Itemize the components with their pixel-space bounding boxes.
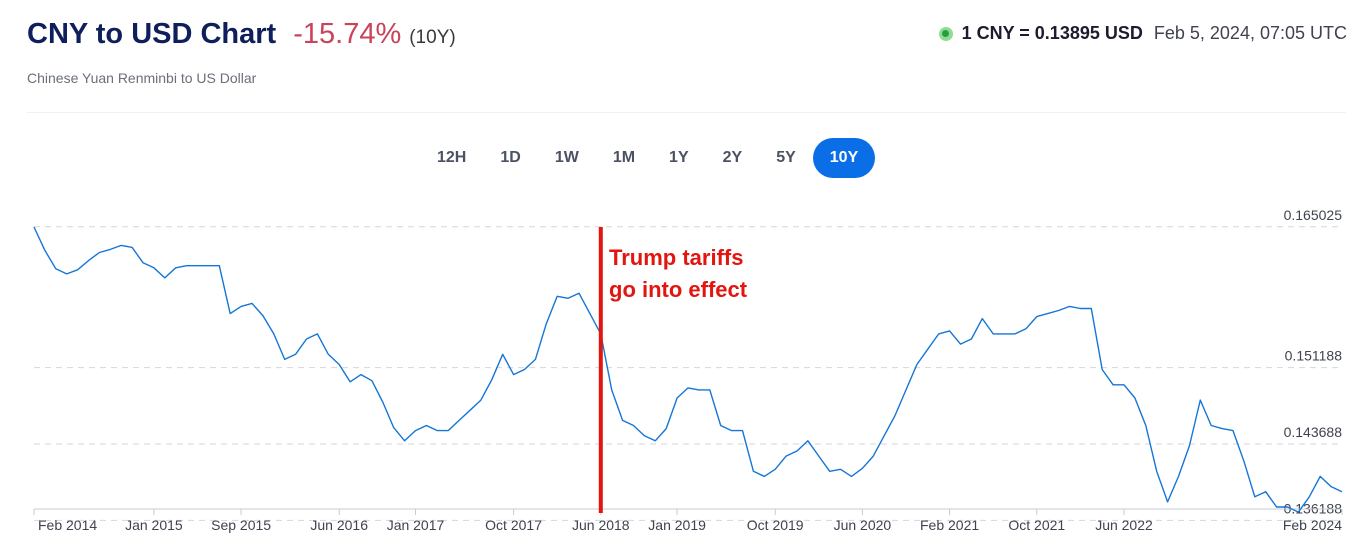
tariff-annotation: Trump tariffs go into effect: [609, 242, 809, 306]
tab-10y[interactable]: 10Y: [812, 138, 876, 178]
tab-2y[interactable]: 2Y: [722, 149, 743, 166]
chart-subtitle: Chinese Yuan Renminbi to US Dollar: [27, 70, 257, 86]
chart-header: CNY to USD Chart -15.74% (10Y) Chinese Y…: [27, 14, 1347, 104]
x-tick-label: Sep 2015: [211, 517, 271, 533]
rate-timestamp: Feb 5, 2024, 07:05 UTC: [1153, 23, 1347, 43]
percent-change: -15.74%: [293, 18, 402, 50]
page-title: CNY to USD Chart: [27, 18, 277, 50]
rate-value: 1 CNY = 0.13895 USD: [961, 23, 1143, 43]
period-tag: (10Y): [409, 27, 456, 48]
tab-1y[interactable]: 1Y: [669, 149, 689, 166]
tab-1w[interactable]: 1W: [554, 149, 579, 166]
x-tick-label: Jun 2016: [310, 517, 368, 533]
x-tick-label: Jan 2017: [387, 517, 445, 533]
exchange-rate-chart[interactable]: 0.165025 0.151188 0.143688 0.136188 Feb 2014…: [0, 195, 1366, 552]
x-tick-label: Jun 2020: [834, 517, 892, 533]
x-tick-label: Feb 2024: [1283, 517, 1342, 533]
annotation-line-1: Trump tariffs: [609, 245, 744, 270]
y-tick-label: 0.151188: [1285, 348, 1343, 364]
x-tick-label: Jan 2019: [648, 517, 706, 533]
tab-12h[interactable]: 12H: [437, 149, 467, 166]
period-tabs: 12H 1D 1W 1M 1Y 2Y 5Y 10Y: [420, 138, 876, 178]
x-tick-label: Jun 2022: [1095, 517, 1153, 533]
y-tick-label: 0.136188: [1284, 500, 1343, 516]
annotation-line-2: go into effect: [609, 277, 748, 302]
x-tick-label: Oct 2019: [747, 517, 804, 533]
live-status-icon: [938, 26, 953, 41]
x-tick-label: Feb 2014: [38, 517, 97, 533]
header-divider: [27, 112, 1346, 113]
x-tick-label: Feb 2021: [920, 517, 979, 533]
tab-5y[interactable]: 5Y: [776, 149, 796, 166]
x-tick-label: Jun 2018: [572, 517, 630, 533]
tab-1d[interactable]: 1D: [500, 149, 521, 166]
x-tick-label: Oct 2017: [485, 517, 542, 533]
y-tick-label: 0.165025: [1284, 207, 1343, 223]
y-tick-label: 0.143688: [1284, 424, 1343, 440]
current-rate: 1 CNY = 0.13895 USD Feb 5, 2024, 07:05 U…: [938, 23, 1347, 44]
x-tick-label: Oct 2021: [1008, 517, 1065, 533]
x-tick-label: Jan 2015: [125, 517, 183, 533]
title-row: CNY to USD Chart -15.74% (10Y): [27, 18, 456, 51]
tab-1m[interactable]: 1M: [612, 149, 636, 166]
rate-series-line: [33, 226, 1343, 513]
